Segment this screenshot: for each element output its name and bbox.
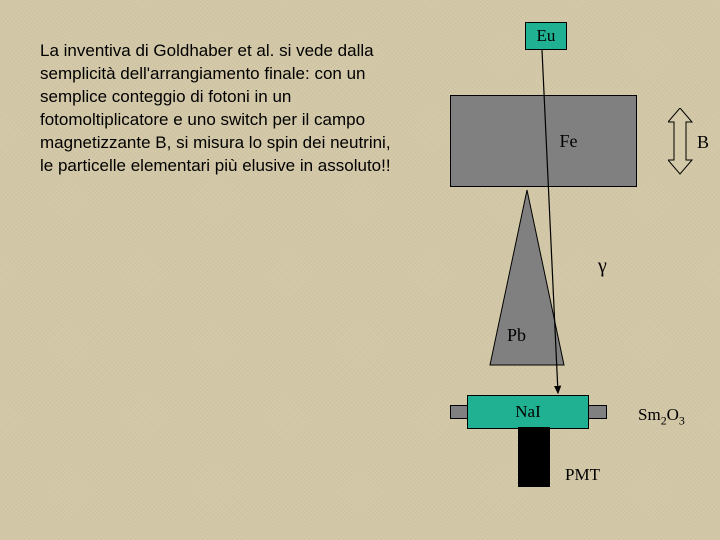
nai-label: NaI <box>515 402 540 422</box>
pmt-box <box>518 427 550 487</box>
pb-label: Pb <box>507 325 526 346</box>
nai-detector-box: NaI <box>467 395 589 429</box>
fe-label: Fe <box>560 131 578 152</box>
b-label: B <box>697 132 709 153</box>
gamma-label: γ <box>598 255 607 278</box>
description-text: La inventiva di Goldhaber et al. si vede… <box>40 40 400 178</box>
sm2o3-label: Sm2O3 <box>638 405 685 428</box>
eu-label: Eu <box>537 26 556 46</box>
pmt-label: PMT <box>565 465 600 485</box>
eu-source-box: Eu <box>525 22 567 50</box>
fe-magnet-box: Fe <box>450 95 637 187</box>
